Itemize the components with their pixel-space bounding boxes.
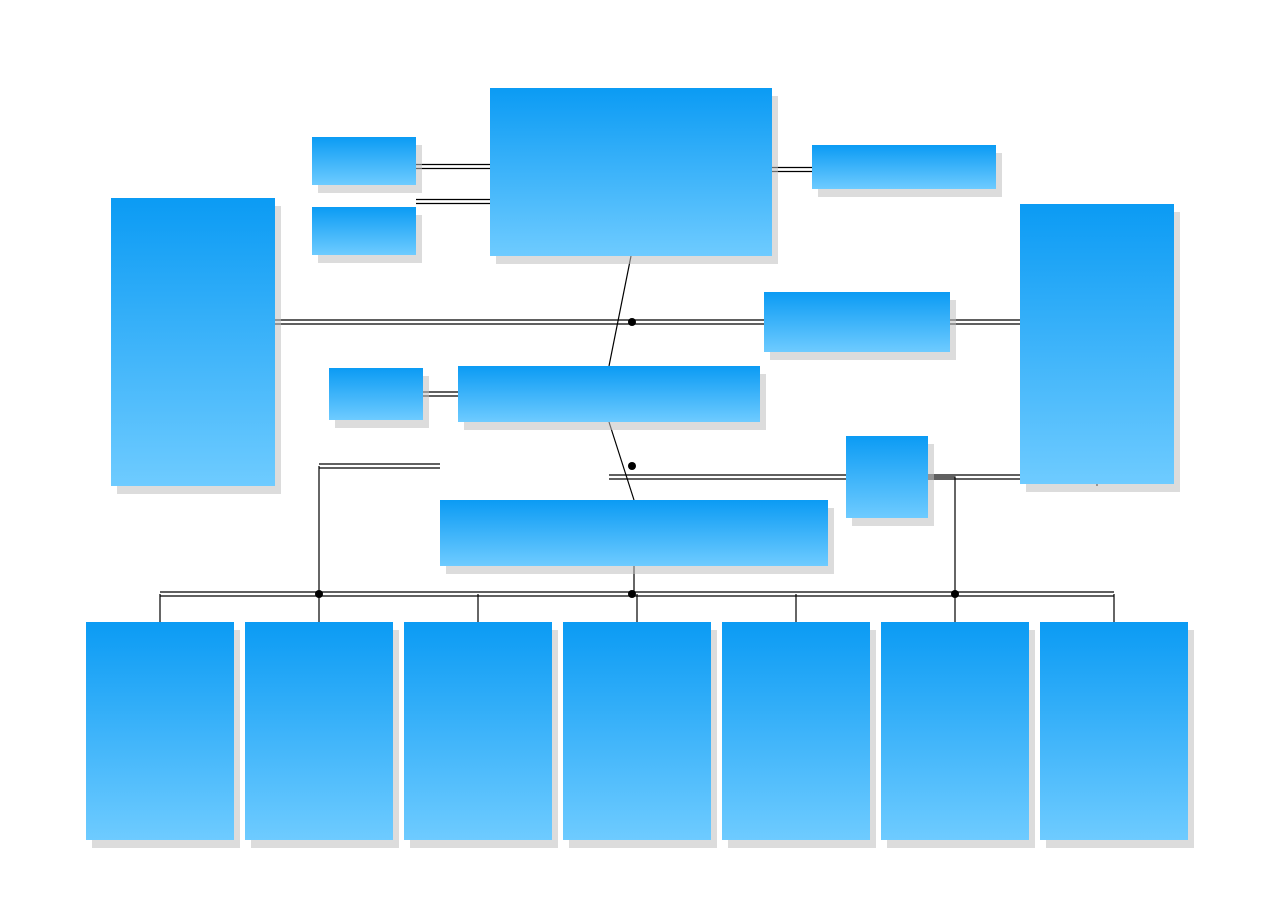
node-rt2 (764, 292, 950, 352)
node-b4 (563, 622, 711, 840)
node-b7 (1040, 622, 1188, 840)
node-smC (329, 368, 423, 420)
nodes (86, 88, 1194, 848)
node-top (490, 88, 772, 256)
node-rt1 (812, 145, 996, 189)
node-smB (312, 207, 416, 255)
node-b1 (86, 622, 234, 840)
node-b2 (245, 622, 393, 840)
node-b6 (881, 622, 1029, 840)
node-b3 (404, 622, 552, 840)
node-bigR (1020, 204, 1174, 484)
node-midBar (458, 366, 760, 422)
node-smA (312, 137, 416, 185)
node-bigL (111, 198, 275, 486)
node-b5 (722, 622, 870, 840)
org-chart-diagram (0, 0, 1280, 904)
node-sq (846, 436, 928, 518)
node-wideBar (440, 500, 828, 566)
